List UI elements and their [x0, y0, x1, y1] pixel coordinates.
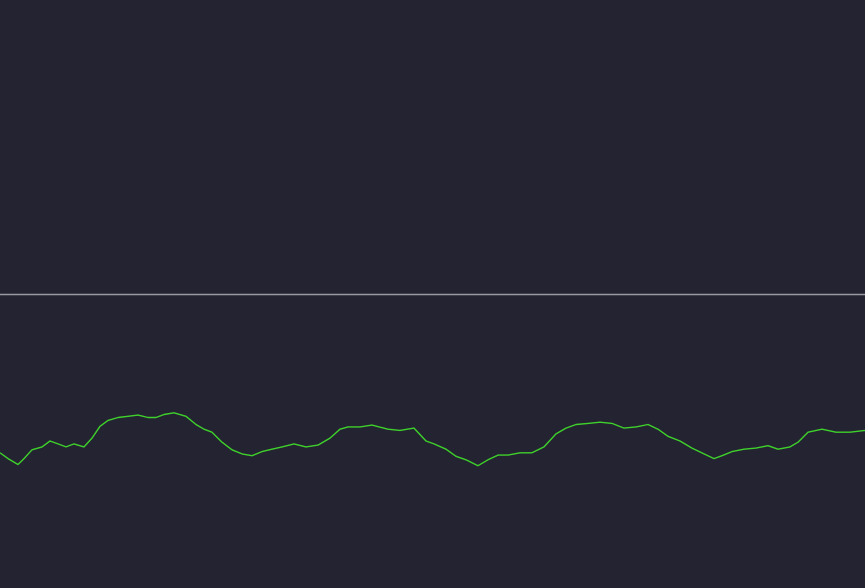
signal-trace — [0, 412, 865, 467]
